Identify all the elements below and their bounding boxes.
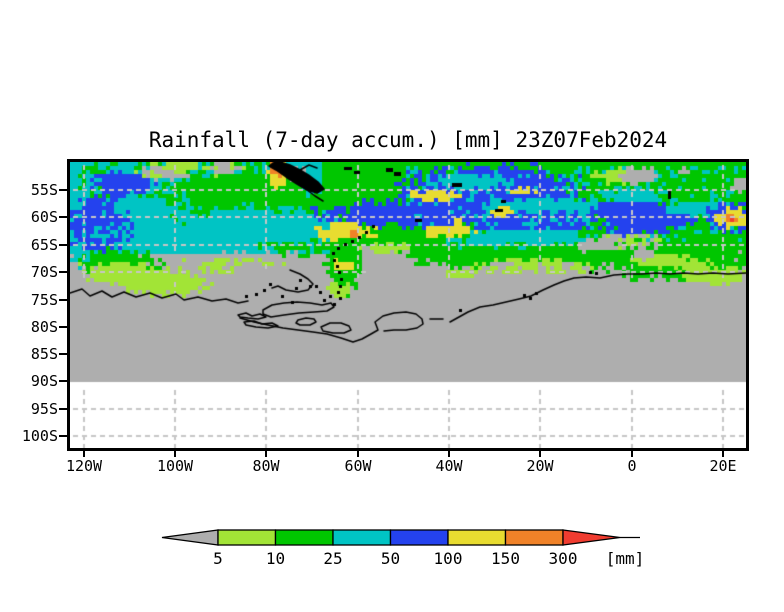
x-tick-mark <box>265 451 267 457</box>
y-axis-label-70S: 70S <box>30 263 58 281</box>
colorbar-legend: 5 10 25 50 100 150 300 [mm] <box>161 529 642 568</box>
colorbar-segment-cyan <box>332 529 392 546</box>
y-axis-label-85S: 85S <box>30 345 58 363</box>
rainfall-map-canvas <box>70 162 746 448</box>
chart-title: Rainfall (7-day accum.) [mm] 23Z07Feb202… <box>148 128 668 152</box>
y-tick-mark <box>59 353 67 355</box>
x-axis-label-40W: 40W <box>435 457 463 475</box>
x-tick-mark <box>722 451 724 457</box>
x-axis-label-0: 0 <box>627 457 637 475</box>
colorbar-segment-lgreen <box>217 529 277 546</box>
y-tick-mark <box>59 244 67 246</box>
colorbar-left-arrow <box>161 529 219 546</box>
y-tick-mark <box>59 299 67 301</box>
y-tick-mark <box>59 189 67 191</box>
x-axis-label-120W: 120W <box>65 457 103 475</box>
y-tick-mark <box>59 216 67 218</box>
colorbar-value-25: 25 <box>323 549 342 568</box>
colorbar-value-10: 10 <box>266 549 285 568</box>
x-tick-mark <box>83 451 85 457</box>
x-axis-label-80W: 80W <box>252 457 280 475</box>
colorbar-segment-orange <box>504 529 564 546</box>
colorbar-value-300: 300 <box>549 549 578 568</box>
colorbar-unit-label: [mm] <box>606 549 642 568</box>
y-axis-label-60S: 60S <box>30 208 58 226</box>
x-tick-mark <box>357 451 359 457</box>
colorbar-right-arrow <box>562 529 621 546</box>
y-axis-label-90S: 90S <box>30 372 58 390</box>
colorbar-value-5: 5 <box>213 549 223 568</box>
x-tick-mark <box>539 451 541 457</box>
x-axis-label-60W: 60W <box>344 457 372 475</box>
y-axis-label-65S: 65S <box>30 236 58 254</box>
y-axis-label-55S: 55S <box>30 181 58 199</box>
colorbar-value-100: 100 <box>434 549 463 568</box>
x-tick-mark <box>448 451 450 457</box>
x-axis-label-20W: 20W <box>526 457 554 475</box>
y-axis-label-75S: 75S <box>30 291 58 309</box>
colorbar-value-150: 150 <box>491 549 520 568</box>
colorbar-segment-blue <box>389 529 449 546</box>
x-tick-mark <box>631 451 633 457</box>
x-axis-label-20E: 20E <box>709 457 737 475</box>
y-axis-label-80S: 80S <box>30 318 58 336</box>
y-axis-label-95S: 95S <box>30 400 58 418</box>
colorbar-segment-green <box>274 529 334 546</box>
x-tick-mark <box>174 451 176 457</box>
x-axis-label-100W: 100W <box>156 457 194 475</box>
y-tick-mark <box>59 326 67 328</box>
y-tick-mark <box>59 408 67 410</box>
y-axis-label-100S: 100S <box>21 427 58 445</box>
colorbar-segment-yellow <box>447 529 507 546</box>
y-tick-mark <box>59 271 67 273</box>
y-tick-mark <box>59 380 67 382</box>
y-tick-mark <box>59 435 67 437</box>
colorbar-value-50: 50 <box>381 549 400 568</box>
map-plot-frame <box>67 159 749 451</box>
